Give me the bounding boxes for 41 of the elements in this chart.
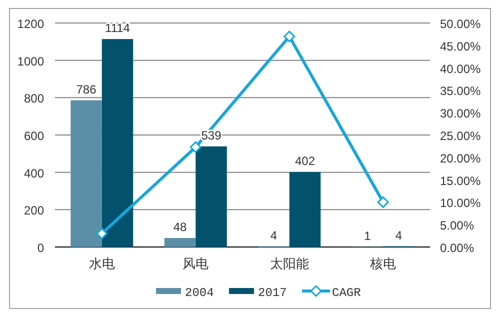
x-tick-label: 核电: [369, 256, 396, 271]
y2-tick-label: 15.00%: [440, 174, 482, 188]
y-tick-label: 400: [24, 166, 44, 180]
y-tick-label: 1000: [17, 54, 44, 68]
y2-tick-label: 20.00%: [440, 151, 482, 166]
y2-tick-label: 30.00%: [440, 106, 482, 121]
point: [377, 196, 389, 208]
legend-label: CAGR: [332, 286, 361, 300]
point: [96, 228, 108, 240]
bar: [289, 172, 321, 247]
y2-tick-label: 25.00%: [440, 129, 482, 143]
data-label: 1114: [105, 21, 130, 36]
y-tick-label: 0: [37, 241, 44, 255]
data-label: 4: [270, 228, 278, 242]
y2-tick-label: 50.00%: [440, 17, 482, 31]
bar: [102, 39, 134, 247]
y2-tick-label: 0.00%: [440, 241, 474, 255]
y2-tick-label: 40.00%: [440, 62, 482, 76]
point: [284, 30, 296, 42]
x-tick-label: 风电: [182, 256, 209, 271]
y-tick-label: 1200: [17, 17, 44, 31]
data-label: 4: [395, 228, 402, 242]
data-label: 1: [364, 228, 372, 243]
legend-label: 2017: [258, 286, 287, 300]
y-tick-label: 200: [24, 204, 44, 218]
x-tick-label: 太阳能: [270, 256, 309, 271]
bar: [70, 100, 102, 247]
bar: [196, 146, 227, 247]
y-tick-label: 800: [24, 92, 44, 106]
point: [190, 141, 202, 153]
y-tick-label: 600: [24, 129, 44, 143]
y2-tick-label: 5.00%: [440, 218, 474, 233]
bar: [164, 238, 196, 247]
data-label: 48: [173, 220, 187, 234]
legend-label: 2004: [185, 286, 214, 300]
data-label: 402: [294, 154, 316, 168]
y2-tick-label: 10.00%: [440, 196, 482, 210]
x-tick-label: 水电: [88, 256, 115, 271]
data-label: 786: [76, 82, 97, 96]
y2-tick-label: 45.00%: [440, 39, 482, 54]
y2-tick-label: 35.00%: [440, 84, 482, 98]
